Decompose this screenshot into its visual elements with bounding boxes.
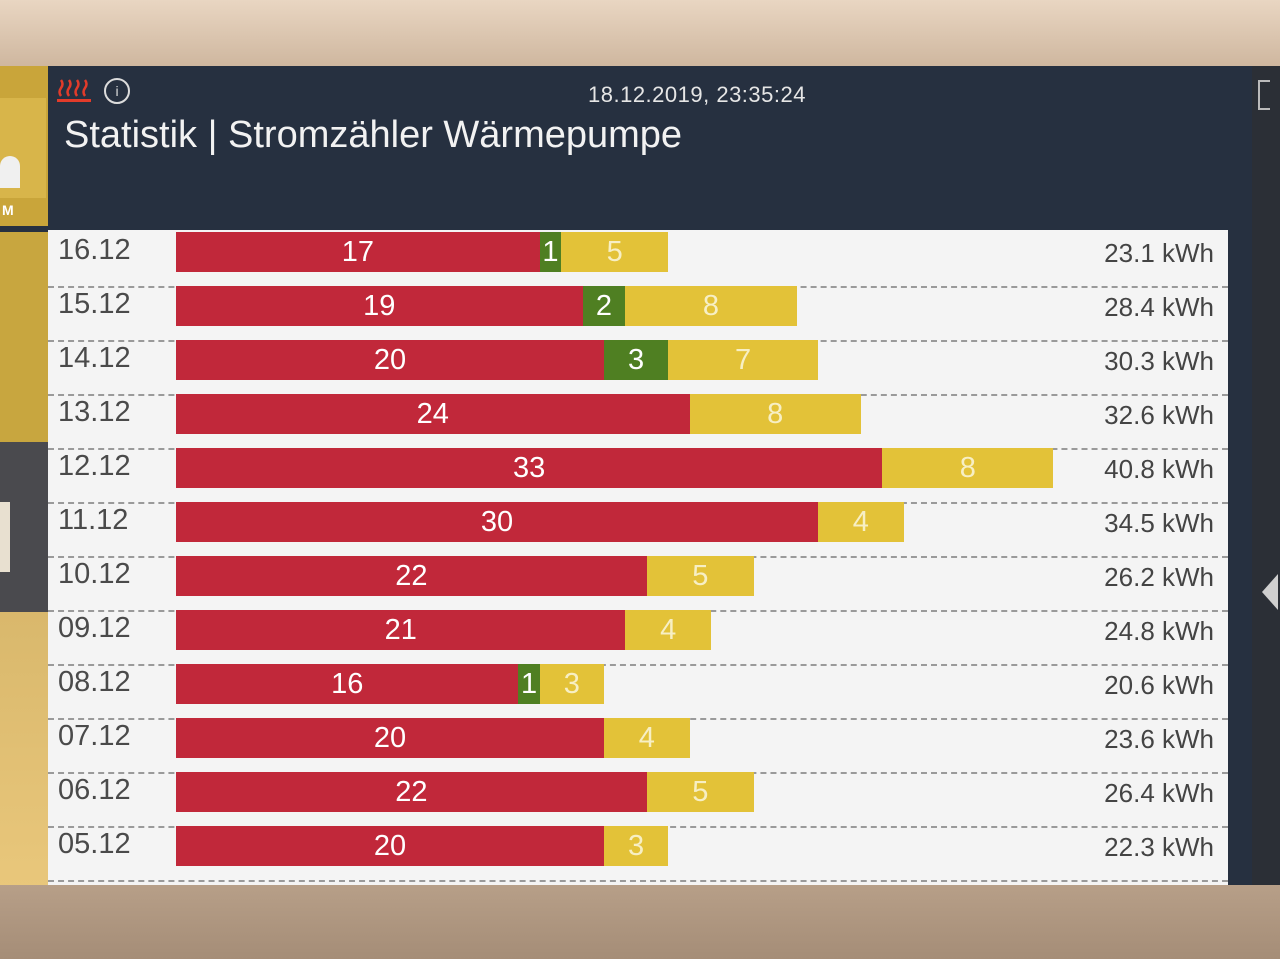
bar-segment-yellow: 8: [625, 286, 797, 326]
bar-segment-red: 24: [176, 394, 690, 434]
datetime: 18.12.2019, 23:35:24: [588, 82, 806, 107]
statistics-table: 16.12 17 1 5 23.1 kWh 15.12 19 2 8 28.4 kWh 14.12 2…: [48, 230, 1228, 888]
stacked-bar: 17 1 5: [176, 232, 669, 272]
edge-mark: [1258, 80, 1270, 110]
row-date: 11.12: [58, 504, 129, 536]
stacked-bar: 21 4: [176, 610, 711, 650]
table-row[interactable]: 13.12 24 8 32.6 kWh: [48, 394, 1228, 450]
status-bar: i 18.12.2019, 23:35:24: [50, 72, 1240, 112]
bar-segment-red: 20: [176, 718, 604, 758]
screen-edge: [1252, 66, 1280, 888]
home-button[interactable]: M: [0, 98, 46, 218]
bar-segment-red: 22: [176, 556, 647, 596]
bar-segment-green: 1: [518, 664, 540, 704]
row-date: 13.12: [58, 396, 131, 428]
bar-segment-green: 1: [539, 232, 562, 272]
bar-segment-red: 33: [176, 448, 883, 488]
row-date: 05.12: [58, 828, 131, 860]
bar-segment-yellow: 3: [539, 664, 604, 704]
table-row[interactable]: 05.12 20 3 22.3 kWh: [48, 826, 1228, 882]
bar-segment-yellow: 5: [646, 772, 754, 812]
stacked-bar: 19 2 8: [176, 286, 797, 326]
row-total: 23.6 kWh: [1104, 724, 1214, 754]
bar-segment-red: 20: [176, 340, 604, 380]
row-date: 08.12: [58, 666, 131, 698]
bar-segment-yellow: 8: [689, 394, 861, 434]
row-total: 22.3 kWh: [1104, 832, 1214, 862]
sidebar-tab: [0, 502, 10, 572]
row-total: 28.4 kWh: [1104, 292, 1214, 322]
table-row[interactable]: 06.12 22 5 26.4 kWh: [48, 772, 1228, 828]
sidebar-item-2[interactable]: [0, 442, 48, 612]
bar-segment-red: 21: [176, 610, 626, 650]
row-date: 16.12: [58, 234, 131, 266]
table-row[interactable]: 11.12 30 4 34.5 kWh: [48, 502, 1228, 558]
table-row[interactable]: 12.12 33 8 40.8 kWh: [48, 448, 1228, 504]
stacked-bar: 20 3: [176, 826, 669, 866]
row-date: 10.12: [58, 558, 131, 590]
stacked-bar: 22 5: [176, 556, 754, 596]
bar-segment-yellow: 8: [882, 448, 1054, 488]
sidebar-item-3[interactable]: [0, 612, 48, 888]
table-row[interactable]: 09.12 21 4 24.8 kWh: [48, 610, 1228, 666]
stacked-bar: 20 3 7: [176, 340, 818, 380]
bar-segment-red: 16: [176, 664, 519, 704]
row-date: 15.12: [58, 288, 131, 320]
stacked-bar: 24 8: [176, 394, 861, 434]
bar-segment-red: 17: [176, 232, 540, 272]
sidebar-item-1[interactable]: [0, 232, 48, 442]
sidebar-nav: [0, 232, 48, 888]
device-bezel-top: [0, 0, 1280, 70]
bar-segment-yellow: 4: [604, 718, 690, 758]
sidebar-home[interactable]: M: [0, 66, 48, 226]
bar-segment-yellow: 7: [668, 340, 818, 380]
bar-segment-yellow: 4: [625, 610, 711, 650]
row-date: 07.12: [58, 720, 131, 752]
row-date: 06.12: [58, 774, 131, 806]
stacked-bar: 33 8: [176, 448, 1054, 488]
stacked-bar: 16 1 3: [176, 664, 604, 704]
table-row[interactable]: 16.12 17 1 5 23.1 kWh: [48, 232, 1228, 288]
bar-segment-yellow: 5: [646, 556, 754, 596]
bar-segment-red: 20: [176, 826, 604, 866]
stacked-bar: 30 4: [176, 502, 904, 542]
bar-segment-green: 3: [604, 340, 669, 380]
row-total: 34.5 kWh: [1104, 508, 1214, 538]
bar-segment-red: 30: [176, 502, 818, 542]
row-date: 14.12: [58, 342, 131, 374]
table-row[interactable]: 10.12 22 5 26.2 kWh: [48, 556, 1228, 612]
info-icon[interactable]: i: [104, 78, 130, 104]
bar-segment-red: 19: [176, 286, 583, 326]
device-bezel-bottom: [0, 885, 1280, 959]
table-row[interactable]: 14.12 20 3 7 30.3 kWh: [48, 340, 1228, 396]
row-date: 12.12: [58, 450, 131, 482]
row-total: 26.4 kWh: [1104, 778, 1214, 808]
page-title: Statistik | Stromzähler Wärmepumpe: [64, 114, 683, 156]
row-total: 40.8 kWh: [1104, 454, 1214, 484]
heating-icon[interactable]: [56, 78, 92, 104]
bar-segment-green: 2: [582, 286, 626, 326]
table-row[interactable]: 08.12 16 1 3 20.6 kWh: [48, 664, 1228, 720]
home-icon: [0, 156, 20, 188]
collapse-arrow-icon[interactable]: [1262, 574, 1278, 610]
table-row[interactable]: 15.12 19 2 8 28.4 kWh: [48, 286, 1228, 342]
screen: M i 18.12.2019, 23:35:24 Statistik | Str…: [0, 66, 1252, 888]
stacked-bar: 22 5: [176, 772, 754, 812]
row-total: 26.2 kWh: [1104, 562, 1214, 592]
bar-segment-yellow: 4: [818, 502, 904, 542]
bar-segment-yellow: 3: [604, 826, 669, 866]
bar-segment-red: 22: [176, 772, 647, 812]
home-label: M: [2, 202, 14, 218]
table-row[interactable]: 07.12 20 4 23.6 kWh: [48, 718, 1228, 774]
row-total: 32.6 kWh: [1104, 400, 1214, 430]
row-total: 24.8 kWh: [1104, 616, 1214, 646]
stacked-bar: 20 4: [176, 718, 690, 758]
row-total: 20.6 kWh: [1104, 670, 1214, 700]
bar-segment-yellow: 5: [561, 232, 669, 272]
row-date: 09.12: [58, 612, 131, 644]
row-total: 23.1 kWh: [1104, 238, 1214, 268]
row-total: 30.3 kWh: [1104, 346, 1214, 376]
